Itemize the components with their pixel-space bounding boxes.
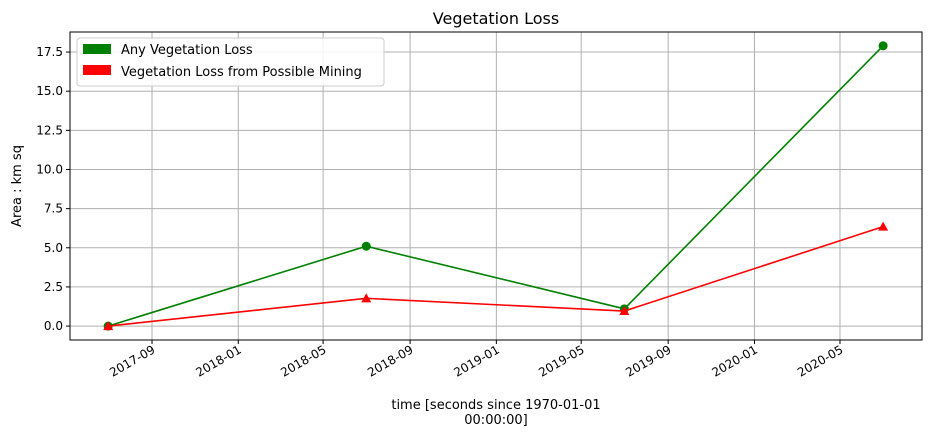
data-point-triangle	[619, 306, 630, 316]
x-tick-label: 2017-09	[107, 342, 157, 379]
x-tick-label: 2018-05	[278, 342, 328, 379]
data-point-triangle	[878, 221, 889, 231]
y-tick-label: 5.0	[44, 241, 63, 255]
x-tick-label: 2018-09	[365, 342, 415, 379]
y-tick-label: 15.0	[36, 84, 63, 98]
legend-label-mining: Vegetation Loss from Possible Mining	[121, 65, 362, 80]
data-point-circle	[361, 241, 371, 251]
y-tick-label: 2.5	[44, 280, 63, 294]
legend: Any Vegetation Loss Vegetation Loss from…	[76, 37, 385, 87]
series-lines	[103, 41, 889, 331]
axes: 0.0 2.5 5.0 7.5 10.0 12.5 15.0 17.5 2017-09 2018-…	[36, 45, 845, 380]
chart-title: Vegetation Loss	[433, 9, 559, 28]
y-axis-label: Area : km sq	[10, 145, 25, 227]
legend-label-any: Any Vegetation Loss	[121, 43, 253, 58]
data-point-triangle	[361, 293, 372, 303]
x-axis-label-line1: time [seconds since 1970-01-01	[391, 398, 600, 413]
y-tick-label: 10.0	[36, 162, 63, 176]
data-point-circle	[878, 41, 888, 51]
series-line-0	[107, 45, 884, 327]
x-axis-label-line2: 00:00:00]	[464, 413, 527, 428]
x-tick-label: 2020-05	[795, 342, 845, 379]
series-line-1	[108, 225, 884, 327]
legend-box	[76, 37, 385, 87]
y-tick-label: 7.5	[44, 202, 63, 216]
legend-swatch-any	[83, 44, 111, 54]
legend-swatch-mining	[83, 65, 111, 75]
x-tick-label: 2020-01	[710, 342, 760, 379]
data-point-triangle	[103, 321, 114, 331]
x-tick-label: 2019-09	[623, 342, 673, 379]
y-tick-label: 17.5	[36, 45, 63, 59]
x-tick-label: 2019-05	[536, 342, 586, 379]
x-tick-label: 2018-01	[193, 342, 243, 379]
x-tick-label: 2019-01	[451, 342, 501, 379]
y-tick-label: 0.0	[44, 319, 63, 333]
y-tick-label: 12.5	[36, 123, 63, 137]
